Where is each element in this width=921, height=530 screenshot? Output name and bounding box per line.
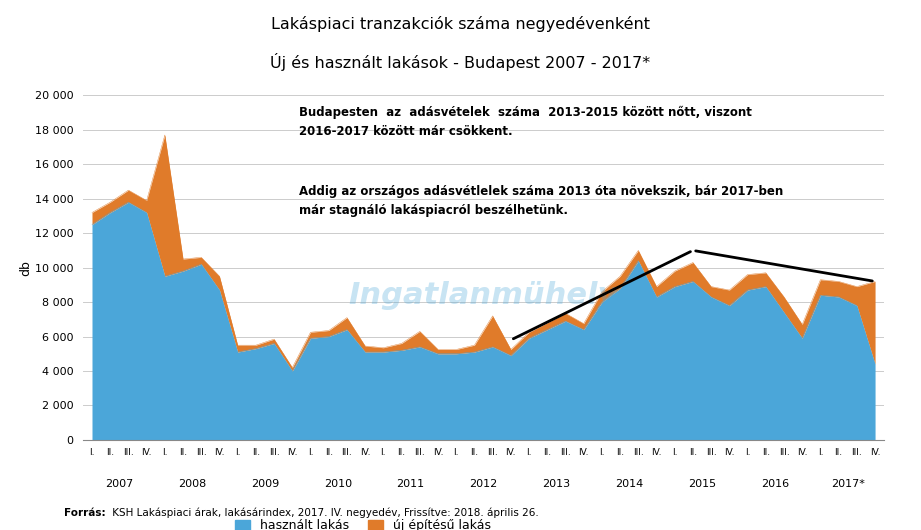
Text: Forrás:: Forrás: xyxy=(64,508,106,518)
Text: KSH Lakáspiaci árak, lakásárindex, 2017. IV. negyedév, Frissítve: 2018. április : KSH Lakáspiaci árak, lakásárindex, 2017.… xyxy=(109,508,539,518)
Text: 2016: 2016 xyxy=(761,479,789,489)
Text: 2013: 2013 xyxy=(542,479,570,489)
Text: 2010: 2010 xyxy=(324,479,352,489)
Text: 2008: 2008 xyxy=(178,479,206,489)
Text: 2011: 2011 xyxy=(397,479,425,489)
Text: Ingatlanmühely: Ingatlanmühely xyxy=(349,281,618,310)
Text: 2012: 2012 xyxy=(470,479,497,489)
Text: 2007: 2007 xyxy=(105,479,134,489)
Text: 2009: 2009 xyxy=(251,479,279,489)
Text: 2015: 2015 xyxy=(688,479,717,489)
Y-axis label: db: db xyxy=(18,260,31,276)
Text: Lakáspiaci tranzakciók száma negyedévenként: Lakáspiaci tranzakciók száma negyedévenk… xyxy=(271,16,650,32)
Text: 2017*: 2017* xyxy=(831,479,865,489)
Text: Új és használt lakások - Budapest 2007 - 2017*: Új és használt lakások - Budapest 2007 -… xyxy=(271,53,650,71)
Text: 2014: 2014 xyxy=(615,479,644,489)
Text: Addig az országos adásvétlelek száma 2013 óta növekszik, bár 2017-ben
már stagná: Addig az országos adásvétlelek száma 201… xyxy=(299,185,784,217)
Text: Budapesten  az  adásvételek  száma  2013-2015 között nőtt, viszont
2016-2017 köz: Budapesten az adásvételek száma 2013-201… xyxy=(299,106,752,138)
Legend: használt lakás, új építésű lakás: használt lakás, új építésű lakás xyxy=(230,514,496,530)
